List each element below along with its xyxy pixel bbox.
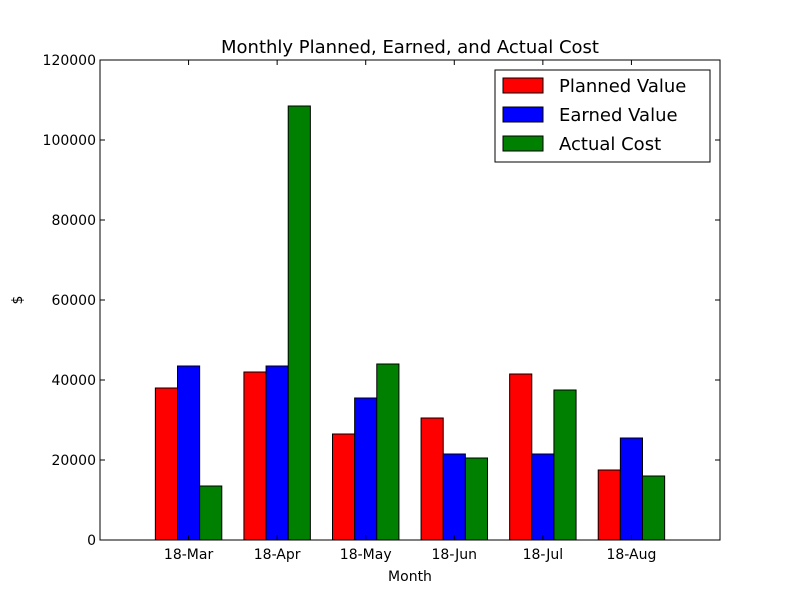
y-tick-label: 20000 <box>51 453 96 469</box>
bar-earned-value-18-may <box>354 397 378 541</box>
x-tick-label: 18-Mar <box>164 547 214 563</box>
bar-actual-cost-18-aug <box>642 475 666 541</box>
legend-label-actual-cost: Actual Cost <box>559 134 661 155</box>
legend-swatch-actual-cost <box>502 135 544 152</box>
bar-planned-value-18-jul <box>509 373 533 541</box>
x-tick-label: 18-May <box>340 547 392 563</box>
chart-title: Monthly Planned, Earned, and Actual Cost <box>221 37 599 58</box>
y-tick-label: 40000 <box>51 373 96 389</box>
x-axis-label: Month <box>388 569 432 585</box>
bar-earned-value-18-mar <box>177 365 201 541</box>
y-tick-label: 0 <box>87 533 96 549</box>
legend-swatch-earned-value <box>502 106 544 123</box>
bar-actual-cost-18-jun <box>464 457 489 541</box>
y-tick-label: 100000 <box>43 133 96 149</box>
bar-actual-cost-18-jul <box>553 389 577 541</box>
bars-group <box>154 105 666 541</box>
legend-swatch-planned-value <box>502 77 544 94</box>
bar-earned-value-18-jul <box>531 453 555 541</box>
bar-earned-value-18-jun <box>442 453 466 541</box>
bar-planned-value-18-may <box>332 433 356 541</box>
y-tick-label: 60000 <box>51 293 96 309</box>
bar-earned-value-18-apr <box>265 365 289 541</box>
legend-label-planned-value: Planned Value <box>559 76 686 97</box>
bar-earned-value-18-aug <box>619 437 643 541</box>
x-axis: 18-Mar 18-Apr 18-May 18-Jun 18-Jul 18-Aug <box>164 60 656 563</box>
legend: Planned Value Earned Value Actual Cost <box>494 69 711 163</box>
y-tick-label: 120000 <box>43 53 96 69</box>
y-tick-label: 80000 <box>51 213 96 229</box>
y-axis: 0 20000 40000 60000 80000 100000 120000 <box>43 53 720 549</box>
y-axis-label: $ <box>10 296 26 305</box>
bar-actual-cost-18-apr <box>287 105 311 541</box>
x-tick-label: 18-Jun <box>432 547 478 563</box>
x-tick-label: 18-Apr <box>254 547 301 563</box>
bar-planned-value-18-apr <box>243 371 267 541</box>
bar-planned-value-18-aug <box>597 469 621 541</box>
x-tick-label: 18-Aug <box>606 547 656 563</box>
legend-label-earned-value: Earned Value <box>559 105 678 126</box>
bar-planned-value-18-mar <box>154 387 179 541</box>
bar-actual-cost-18-may <box>376 363 400 541</box>
x-tick-label: 18-Jul <box>523 547 564 563</box>
bar-planned-value-18-jun <box>420 417 444 541</box>
bar-actual-cost-18-mar <box>199 485 223 541</box>
